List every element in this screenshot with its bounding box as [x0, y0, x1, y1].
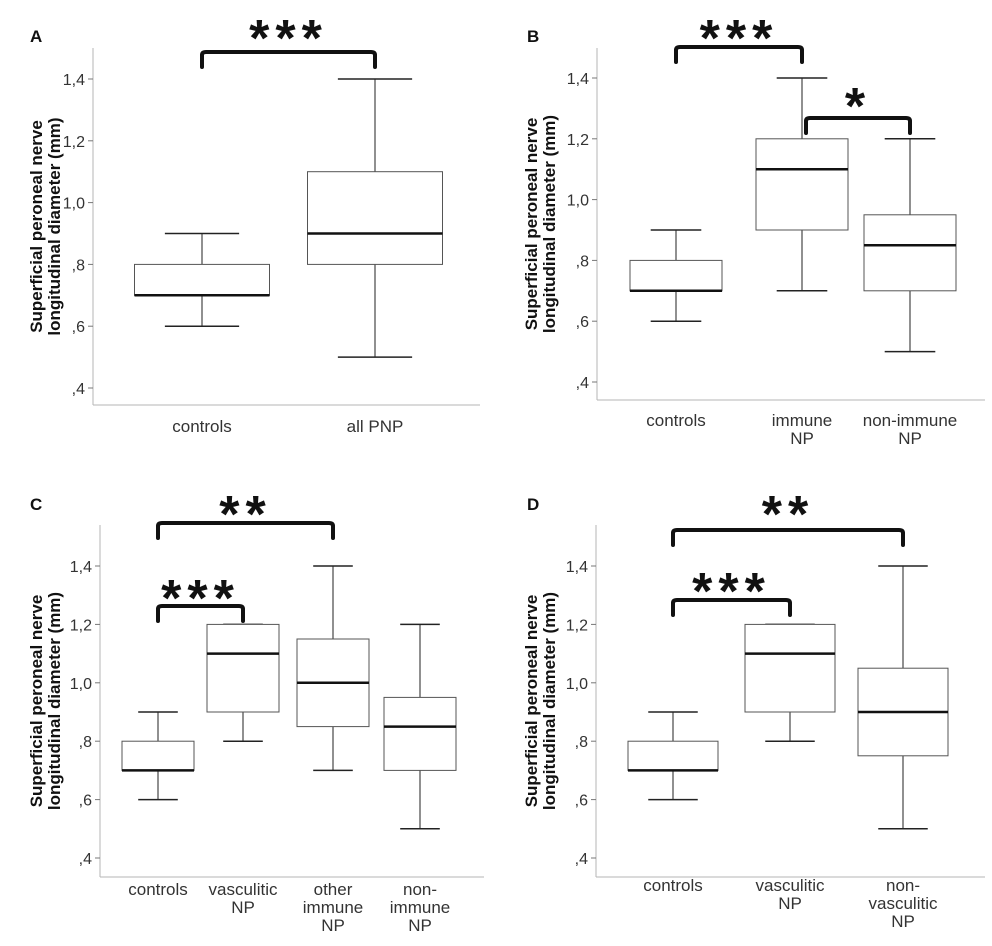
iqr-box: [134, 263, 270, 296]
y-tick-label: 1,4: [63, 72, 85, 89]
y-tick-label: ,6: [576, 314, 589, 331]
panel-a: A Superficial peroneal nerve longitudinal …: [27, 10, 480, 436]
y-tick-label: ,8: [79, 734, 92, 751]
y-tick-label: 1,2: [70, 617, 92, 634]
box-4: [383, 623, 457, 830]
x-category-label: vasculitic: [209, 880, 278, 899]
panel-letter: D: [527, 495, 539, 514]
significance-bracket: [200, 50, 377, 69]
panel-c: C Superficial peroneal nerve longitudinal …: [27, 486, 484, 935]
box-1: [629, 229, 723, 322]
y-axis-label: longitudinal diameter (mm): [540, 592, 559, 810]
x-category-label: NP: [778, 894, 802, 913]
significance-stars: **: [219, 486, 271, 544]
x-category-label: non-immune: [863, 411, 958, 430]
significance-bracket: [804, 116, 912, 135]
y-axis-label: Superficial peroneal nerve: [522, 118, 541, 331]
x-category-label: other: [314, 880, 353, 899]
iqr-box: [863, 214, 957, 292]
x-category-label: controls: [643, 876, 703, 895]
x-category-label: controls: [646, 411, 706, 430]
box-2: [307, 78, 443, 358]
significance-bracket: [156, 521, 335, 540]
x-category-label: all PNP: [347, 417, 404, 436]
iqr-box: [627, 740, 719, 771]
y-tick-label: 1,4: [70, 559, 92, 576]
y-tick-label: ,6: [79, 793, 92, 810]
significance-bracket: [156, 604, 245, 623]
significance-stars: ***: [249, 10, 328, 68]
y-axis-label: Superficial peroneal nerve: [522, 595, 541, 808]
y-tick-label: ,6: [575, 793, 588, 810]
box-2: [744, 623, 836, 742]
x-category-label: NP: [891, 912, 915, 931]
significance-bracket: [671, 528, 905, 547]
significance-stars: ***: [692, 563, 771, 621]
y-tick-label: 1,2: [566, 617, 588, 634]
y-tick-label: ,8: [72, 257, 85, 274]
x-category-label: vasculitic: [756, 876, 825, 895]
y-tick-label: 1,0: [566, 676, 588, 693]
y-axis-label: longitudinal diameter (mm): [45, 117, 64, 335]
y-tick-label: 1,2: [63, 134, 85, 151]
iqr-box: [744, 623, 836, 713]
significance-stars: *: [845, 78, 871, 136]
iqr-box: [206, 623, 280, 713]
x-category-label: NP: [231, 898, 255, 917]
x-category-label: NP: [408, 916, 432, 935]
x-category-label: NP: [790, 429, 814, 448]
y-tick-label: 1,4: [567, 71, 589, 88]
iqr-box: [121, 740, 195, 771]
iqr-box: [383, 696, 457, 771]
panel-d: D Superficial peroneal nerve longitudinal …: [522, 486, 985, 931]
y-tick-label: 1,0: [63, 196, 85, 213]
y-tick-label: ,8: [575, 734, 588, 751]
panel-letter: A: [30, 27, 42, 46]
box-3: [863, 138, 957, 353]
y-tick-label: ,4: [79, 851, 92, 868]
iqr-box: [307, 171, 443, 265]
y-tick-label: ,6: [72, 319, 85, 336]
x-category-label: non-: [886, 876, 920, 895]
y-axis-label: Superficial peroneal nerve: [27, 595, 46, 808]
y-axis-label: longitudinal diameter (mm): [45, 592, 64, 810]
y-tick-label: 1,0: [567, 193, 589, 210]
y-axis-label: longitudinal diameter (mm): [540, 115, 559, 333]
y-tick-label: ,4: [72, 381, 85, 398]
box-2: [206, 623, 280, 742]
y-tick-label: 1,0: [70, 676, 92, 693]
x-category-label: controls: [128, 880, 188, 899]
x-category-label: non-: [403, 880, 437, 899]
significance-stars: ***: [700, 10, 779, 68]
x-category-label: vasculitic: [869, 894, 938, 913]
x-category-label: immune: [390, 898, 450, 917]
y-axis-label: Superficial peroneal nerve: [27, 120, 46, 333]
significance-bracket: [674, 45, 804, 64]
y-tick-label: ,8: [576, 253, 589, 270]
box-3: [296, 565, 370, 772]
significance-stars: **: [762, 486, 814, 544]
x-category-label: immune: [772, 411, 832, 430]
significance-bracket: [671, 598, 792, 617]
iqr-box: [755, 138, 849, 231]
box-2: [755, 77, 849, 292]
panel-letter: C: [30, 495, 42, 514]
box-1: [121, 711, 195, 801]
y-tick-label: 1,2: [567, 132, 589, 149]
x-category-label: controls: [172, 417, 232, 436]
y-tick-label: ,4: [575, 851, 588, 868]
box-1: [627, 711, 719, 801]
x-category-label: NP: [898, 429, 922, 448]
y-tick-label: 1,4: [566, 559, 588, 576]
panel-letter: B: [527, 27, 539, 46]
x-category-label: NP: [321, 916, 345, 935]
significance-stars: ***: [161, 570, 240, 628]
box-3: [857, 565, 949, 830]
iqr-box: [629, 259, 723, 292]
panel-b: B Superficial peroneal nerve longitudinal …: [522, 10, 985, 448]
x-category-label: immune: [303, 898, 363, 917]
y-tick-label: ,4: [576, 375, 589, 392]
box-1: [134, 232, 270, 327]
